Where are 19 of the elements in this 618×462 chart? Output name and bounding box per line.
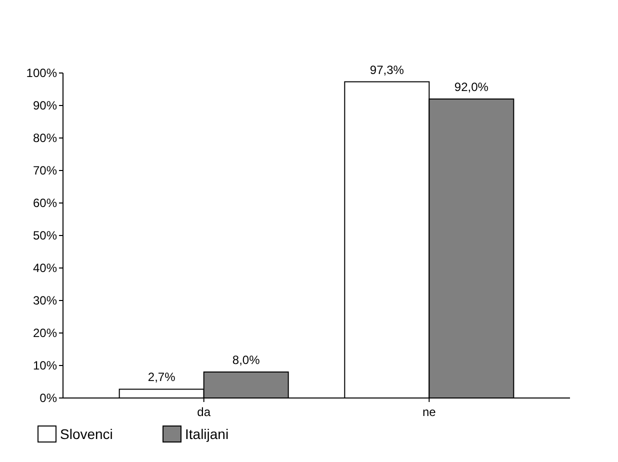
data-label: 92,0%	[454, 80, 489, 94]
y-tick-label: 30%	[32, 294, 58, 308]
y-tick-label: 100%	[26, 66, 58, 80]
data-label: 8,0%	[232, 353, 260, 367]
y-tick-label: 10%	[32, 358, 58, 373]
legend-label: Italijani	[185, 426, 229, 442]
legend-label: Slovenci	[60, 426, 113, 442]
y-tick-label: 0%	[40, 391, 58, 406]
y-tick-label: 20%	[32, 326, 58, 340]
y-tick-label: 70%	[32, 164, 58, 178]
y-tick-label: 80%	[32, 131, 58, 146]
data-label: 2,7%	[148, 370, 176, 384]
data-label: 97,3%	[370, 62, 404, 77]
y-tick-label: 50%	[32, 228, 58, 243]
x-tick-label: da	[197, 405, 211, 419]
y-tick-label: 90%	[32, 98, 58, 113]
y-tick-label: 60%	[32, 196, 58, 210]
y-tick-label: 40%	[32, 261, 58, 276]
x-tick-label: ne	[422, 405, 436, 419]
